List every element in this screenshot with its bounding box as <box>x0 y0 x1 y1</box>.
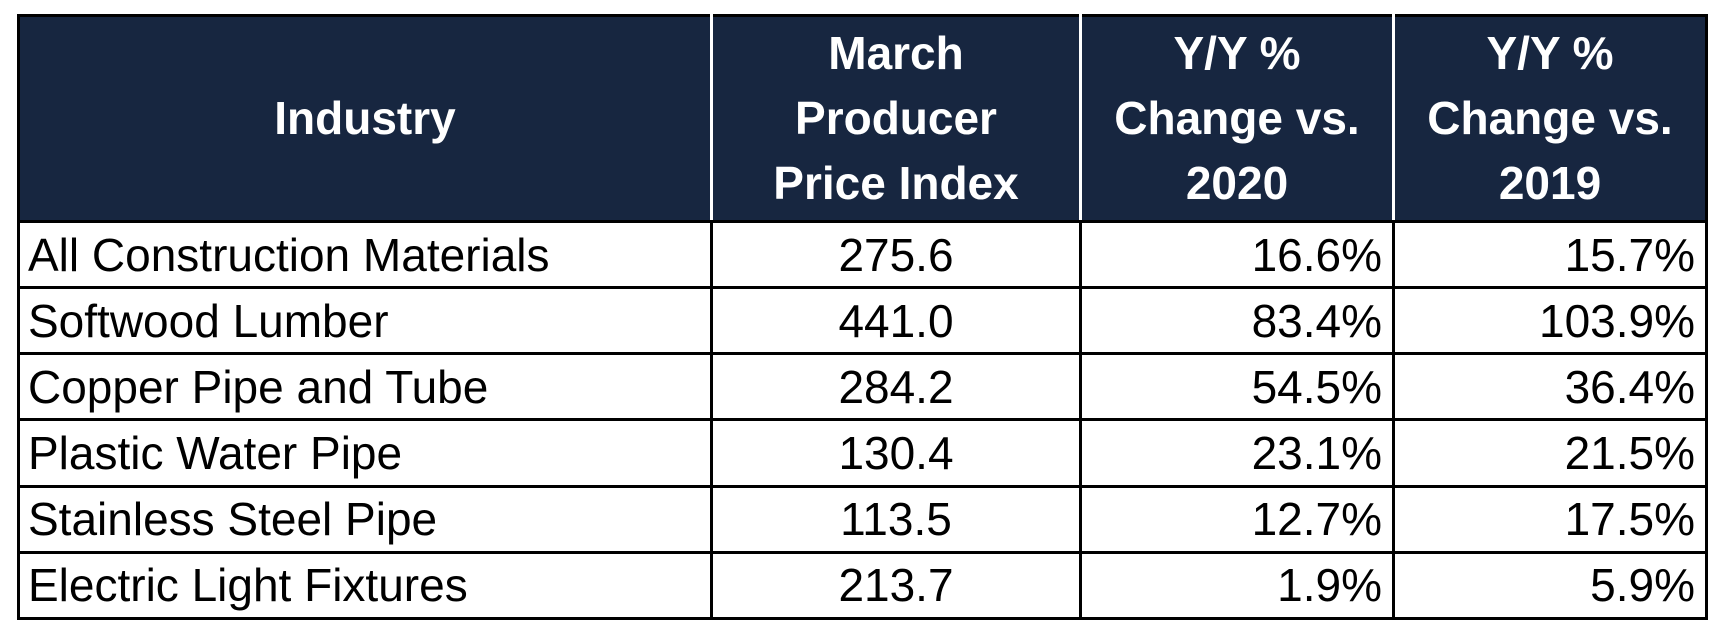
cell-ppi: 275.6 <box>710 219 1082 290</box>
table-row: Copper Pipe and Tube 284.2 54.5% 36.4% <box>17 352 1708 422</box>
table-row: Plastic Water Pipe 130.4 23.1% 21.5% <box>17 418 1708 488</box>
cell-yy-2019: 21.5% <box>1392 418 1708 488</box>
cell-yy-2019: 17.5% <box>1392 484 1708 554</box>
header-yy-2020-line-1: Y/Y % <box>1173 26 1301 79</box>
header-ppi-line-2: Producer <box>795 91 997 144</box>
cell-ppi: 130.4 <box>710 418 1082 488</box>
cell-yy-2019: 15.7% <box>1392 219 1708 290</box>
header-ppi: March Producer Price Index <box>710 14 1082 223</box>
cell-yy-2019: 36.4% <box>1392 352 1708 422</box>
cell-industry: Copper Pipe and Tube <box>17 352 713 422</box>
header-industry: Industry <box>17 14 713 223</box>
cell-yy-2020: 23.1% <box>1079 418 1395 488</box>
cell-industry: Stainless Steel Pipe <box>17 484 713 554</box>
cell-yy-2020: 16.6% <box>1079 219 1395 290</box>
table-row: Softwood Lumber 441.0 83.4% 103.9% <box>17 286 1708 356</box>
table-header: Industry March Producer Price Index Y/Y … <box>17 14 1708 223</box>
header-yy-2019-line-1: Y/Y % <box>1486 26 1614 79</box>
cell-ppi: 441.0 <box>710 286 1082 356</box>
cell-yy-2020: 1.9% <box>1079 550 1395 621</box>
price-index-table-container: Industry March Producer Price Index Y/Y … <box>17 14 1708 621</box>
header-row: Industry March Producer Price Index Y/Y … <box>17 14 1708 223</box>
header-ppi-line-1: March <box>828 26 964 79</box>
header-yy-2020-line-3: 2020 <box>1185 157 1289 210</box>
cell-yy-2020: 83.4% <box>1079 286 1395 356</box>
table-row: All Construction Materials 275.6 16.6% 1… <box>17 219 1708 290</box>
cell-yy-2019: 5.9% <box>1392 550 1708 621</box>
cell-ppi: 213.7 <box>710 550 1082 621</box>
header-industry-line: Industry <box>274 91 456 144</box>
cell-industry: All Construction Materials <box>17 219 713 290</box>
cell-yy-2020: 54.5% <box>1079 352 1395 422</box>
table-row: Stainless Steel Pipe 113.5 12.7% 17.5% <box>17 484 1708 554</box>
header-yy-2019: Y/Y % Change vs. 2019 <box>1392 14 1708 223</box>
cell-yy-2020: 12.7% <box>1079 484 1395 554</box>
cell-ppi: 113.5 <box>710 484 1082 554</box>
header-ppi-line-3: Price Index <box>773 157 1019 210</box>
header-yy-2019-line-2: Change vs. <box>1427 91 1673 144</box>
header-yy-2020: Y/Y % Change vs. 2020 <box>1079 14 1395 223</box>
cell-yy-2019: 103.9% <box>1392 286 1708 356</box>
price-index-table: Industry March Producer Price Index Y/Y … <box>17 14 1708 621</box>
cell-industry: Electric Light Fixtures <box>17 550 713 621</box>
header-yy-2020-line-2: Change vs. <box>1114 91 1360 144</box>
cell-ppi: 284.2 <box>710 352 1082 422</box>
cell-industry: Plastic Water Pipe <box>17 418 713 488</box>
header-yy-2019-line-3: 2019 <box>1498 157 1602 210</box>
table-row: Electric Light Fixtures 213.7 1.9% 5.9% <box>17 550 1708 621</box>
table-body: All Construction Materials 275.6 16.6% 1… <box>17 219 1708 621</box>
cell-industry: Softwood Lumber <box>17 286 713 356</box>
